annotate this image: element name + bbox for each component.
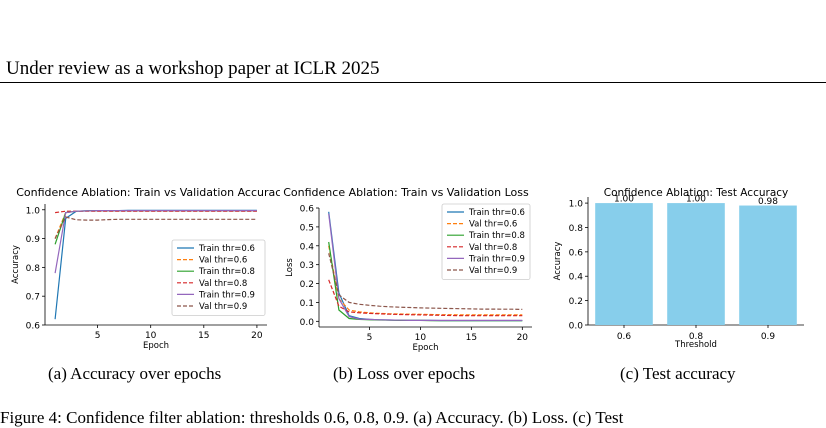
- legend-label: Val thr=0.6: [469, 220, 517, 230]
- legend-box: [441, 203, 531, 280]
- y-tick-label: 0.8: [569, 224, 584, 234]
- y-tick-label: 1.0: [569, 200, 584, 210]
- x-tick-label: 0.9: [761, 332, 776, 342]
- y-tick-label: 1.0: [26, 206, 41, 216]
- x-tick-label: 15: [466, 333, 477, 343]
- y-tick-label: 0.0: [569, 322, 584, 332]
- legend-box: [171, 239, 266, 316]
- figure-caption: Figure 4: Confidence filter ablation: th…: [0, 408, 624, 427]
- series-line-6: [328, 253, 523, 310]
- chart-title: Confidence Ablation: Train vs Validation…: [16, 186, 280, 199]
- x-tick-label: 10: [415, 333, 427, 343]
- bar-0.9: [739, 205, 797, 325]
- bar-0.6: [595, 203, 653, 325]
- x-axis-label: Epoch: [412, 343, 438, 352]
- y-tick-label: 0.2: [569, 297, 583, 307]
- loss-chart: Confidence Ablation: Train vs Validation…: [283, 186, 532, 352]
- legend-label: Train thr=0.8: [468, 231, 525, 241]
- legend-label: Train thr=0.8: [198, 267, 255, 277]
- test-accuracy-chart: Confidence Ablation: Test Accuracy 0.0 0.2…: [553, 187, 804, 350]
- x-tick-label: 20: [517, 333, 529, 343]
- x-tick-label: 5: [95, 331, 101, 341]
- x-tick-label: 0.6: [617, 332, 632, 342]
- series-line-5: [328, 213, 523, 321]
- header-rule: [0, 82, 826, 83]
- bar-value-label: 1.00: [614, 195, 634, 205]
- legend-label: Train thr=0.9: [468, 254, 525, 264]
- legend-label: Val thr=0.9: [199, 302, 247, 312]
- legend-label: Val thr=0.9: [469, 266, 517, 276]
- accuracy-chart: Confidence Ablation: Train vs Validation…: [11, 186, 280, 351]
- series-line-2: [54, 210, 257, 239]
- y-tick-label: 0.4: [300, 242, 315, 252]
- legend-label: Val thr=0.8: [199, 279, 247, 289]
- caption-c: (c) Test accuracy: [620, 364, 736, 383]
- y-tick-label: 0.4: [569, 273, 584, 283]
- y-tick-label: 0.0: [300, 318, 315, 328]
- legend-label: Val thr=0.8: [469, 243, 517, 253]
- series-line-4: [328, 279, 523, 317]
- caption-a: (a) Accuracy over epochs: [48, 364, 222, 383]
- y-axis-label: Accuracy: [11, 245, 21, 284]
- y-tick-label: 0.6: [26, 322, 41, 332]
- caption-b: (b) Loss over epochs: [333, 364, 476, 383]
- bar-value-label: 0.98: [758, 197, 778, 207]
- y-tick-label: 0.6: [569, 248, 584, 258]
- legend-label: Val thr=0.6: [199, 256, 247, 266]
- y-tick-label: 0.5: [300, 223, 314, 233]
- y-axis-label: Loss: [285, 258, 295, 277]
- x-tick-label: 20: [251, 331, 263, 341]
- page-header: Under review as a workshop paper at ICLR…: [6, 58, 380, 79]
- y-tick-label: 0.2: [300, 280, 314, 290]
- x-tick-label: 10: [145, 331, 157, 341]
- series-line-3: [54, 210, 257, 245]
- y-tick-label: 0.9: [26, 235, 41, 245]
- y-tick-label: 0.1: [300, 299, 314, 309]
- x-tick-label: 0.8: [689, 332, 704, 342]
- chart-title: Confidence Ablation: Test Accuracy: [604, 187, 789, 199]
- legend-label: Train thr=0.9: [198, 290, 255, 300]
- bar-0.8: [667, 203, 725, 325]
- bar-value-label: 1.00: [686, 195, 706, 205]
- chart-title: Confidence Ablation: Train vs Validation…: [283, 186, 529, 199]
- x-axis-label: Epoch: [143, 341, 169, 351]
- y-tick-label: 0.7: [26, 293, 40, 303]
- legend-label: Train thr=0.6: [468, 208, 525, 218]
- series-line-6: [54, 216, 257, 239]
- y-tick-label: 0.6: [300, 205, 315, 215]
- legend-label: Train thr=0.6: [198, 244, 255, 254]
- y-tick-label: 0.8: [26, 264, 41, 274]
- y-tick-label: 0.3: [300, 261, 314, 271]
- series-line-5: [54, 210, 257, 274]
- y-axis-label: Accuracy: [553, 242, 563, 281]
- x-tick-label: 15: [198, 331, 209, 341]
- x-axis-label: Threshold: [674, 340, 717, 350]
- x-tick-label: 5: [367, 333, 373, 343]
